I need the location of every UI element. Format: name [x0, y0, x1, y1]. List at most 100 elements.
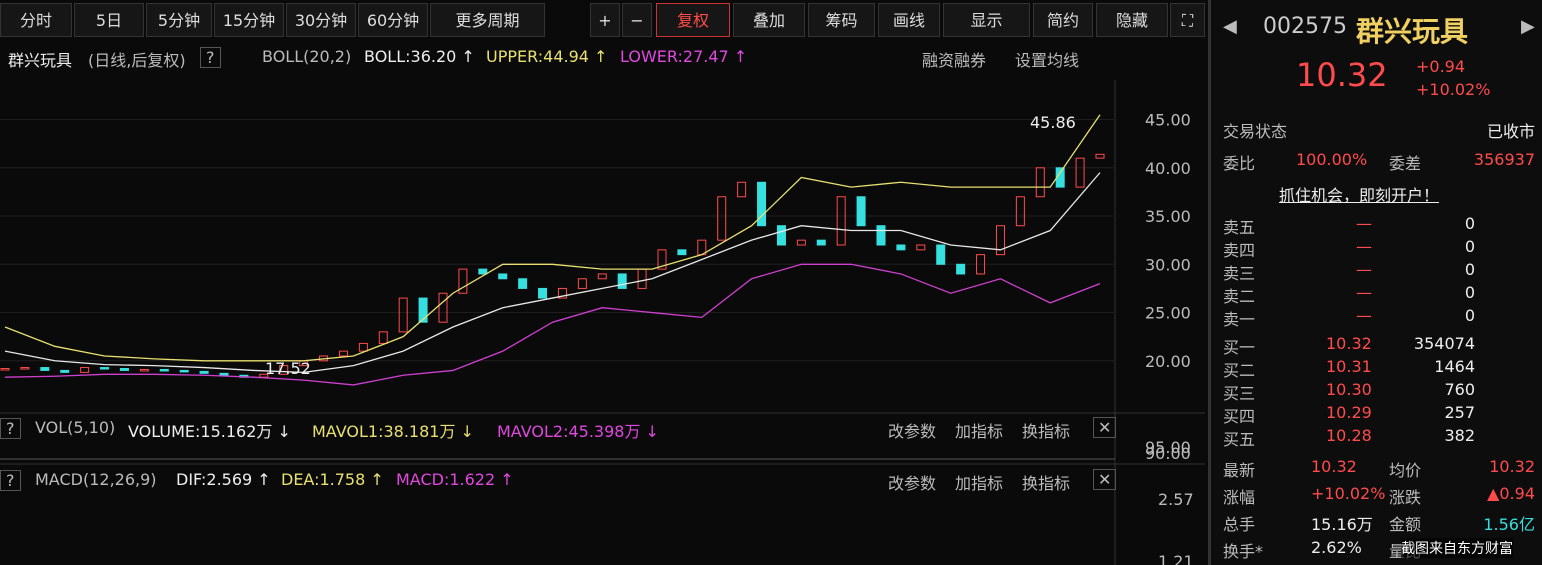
change-pct: +10.02%	[1416, 80, 1491, 99]
candle	[816, 239, 826, 246]
candle	[518, 278, 528, 289]
close-button[interactable]: ✕	[1093, 469, 1117, 490]
candle	[119, 368, 129, 371]
label: 总手	[1223, 515, 1256, 534]
tab[interactable]: 分时	[0, 3, 72, 37]
label: 卖五	[1223, 218, 1256, 237]
status: 已收市	[1486, 122, 1535, 141]
value: 15.16万	[1311, 515, 1373, 534]
label: 买三	[1223, 384, 1256, 403]
mavol2: MAVOL2:45.398万 ↓	[497, 422, 659, 441]
volume: 382	[1444, 426, 1475, 445]
y-tick-label: 45.00	[1145, 111, 1191, 130]
action[interactable]: 换指标	[1022, 422, 1071, 441]
candle	[776, 225, 786, 246]
action[interactable]: 改参数	[888, 474, 937, 493]
tab[interactable]: 15分钟	[214, 3, 284, 37]
fullscreen-button[interactable]: ⛶	[1170, 3, 1205, 37]
candle	[398, 297, 408, 333]
label: 买一	[1223, 338, 1256, 357]
button[interactable]: +	[590, 3, 620, 37]
candle	[737, 181, 747, 198]
button[interactable]: 隐藏	[1096, 3, 1168, 37]
action[interactable]: 加指标	[955, 474, 1004, 493]
stock-code: 002575	[1263, 14, 1347, 39]
volume: 0	[1464, 306, 1475, 325]
label: 金额	[1389, 515, 1422, 534]
volume: 0	[1464, 214, 1475, 233]
link[interactable]: 设置均线	[1015, 51, 1080, 70]
prev-button[interactable]: ◀	[1223, 16, 1237, 37]
price: 10.31	[1326, 357, 1372, 376]
button[interactable]: 复权	[656, 3, 730, 37]
dea: DEA:1.758 ↑	[281, 470, 384, 489]
indicator: MACD(12,26,9)	[35, 470, 157, 489]
label: 涨幅	[1223, 488, 1256, 507]
help[interactable]: ?	[0, 470, 21, 491]
tab[interactable]: 30分钟	[286, 3, 356, 37]
candle	[478, 268, 488, 275]
action[interactable]: 加指标	[955, 422, 1004, 441]
axis-label: 2.57	[1158, 490, 1194, 509]
action[interactable]: 改参数	[888, 422, 937, 441]
volume: 0	[1464, 283, 1475, 302]
candle	[358, 342, 368, 352]
price: —	[1356, 214, 1372, 233]
candle	[757, 181, 767, 227]
stock-name: 群兴玩具	[8, 51, 73, 70]
macd: MACD:1.622 ↑	[396, 470, 514, 489]
label: 买二	[1223, 361, 1256, 380]
button[interactable]: −	[622, 3, 652, 37]
button[interactable]: 叠加	[733, 3, 805, 37]
candle	[956, 263, 966, 275]
promo[interactable]: 抓住机会，即刻开户！	[1279, 186, 1440, 205]
tab[interactable]: 更多周期	[430, 3, 545, 37]
volume: 1464	[1434, 357, 1475, 376]
axis-label: 90.00	[1145, 444, 1191, 463]
tab[interactable]: 5分钟	[146, 3, 212, 37]
ratio: 100.00%	[1296, 150, 1368, 169]
button[interactable]: 显示	[943, 3, 1030, 37]
candle	[418, 297, 428, 323]
tab[interactable]: 60分钟	[358, 3, 428, 37]
price: 10.32	[1296, 56, 1388, 94]
volume: 257	[1444, 403, 1475, 422]
volume: 354074	[1413, 334, 1475, 353]
link[interactable]: 融资融券	[922, 51, 987, 70]
help[interactable]: ?	[0, 418, 21, 439]
value: 10.32	[1489, 457, 1535, 476]
candle	[936, 244, 946, 265]
upper-value: UPPER:44.94 ↑	[486, 47, 608, 66]
candle	[1035, 167, 1045, 198]
button[interactable]: 筹码	[808, 3, 875, 37]
label: 交易状态	[1223, 122, 1288, 141]
next-button[interactable]: ▶	[1521, 16, 1535, 37]
volume: 0	[1464, 237, 1475, 256]
candle	[60, 369, 70, 373]
candle	[796, 239, 806, 246]
y-tick-label: 25.00	[1145, 304, 1191, 323]
indicator: BOLL(20,2)	[262, 47, 352, 66]
price: 10.32	[1326, 334, 1372, 353]
chart: 20.00 25.00 30.00 35.00 40.00 45.00 45.86 17.52	[0, 80, 1205, 565]
button[interactable]: 画线	[878, 3, 940, 37]
button[interactable]: 简约	[1033, 3, 1093, 37]
action[interactable]: 换指标	[1022, 474, 1071, 493]
candle	[597, 273, 607, 280]
candle	[498, 273, 508, 280]
watermark: 截图来自东方财富	[1401, 538, 1513, 558]
indicator: VOL(5,10)	[35, 418, 116, 437]
price: —	[1356, 306, 1372, 325]
candle	[856, 196, 866, 227]
close-button[interactable]: ✕	[1093, 417, 1117, 438]
help[interactable]: ?	[200, 47, 221, 68]
label: 买五	[1223, 430, 1256, 449]
label: 涨跌	[1389, 488, 1422, 507]
tab[interactable]: 5日	[74, 3, 144, 37]
stock-name: 群兴玩具	[1356, 15, 1469, 48]
candle	[577, 278, 587, 289]
label: 卖四	[1223, 241, 1256, 260]
candle	[279, 365, 289, 375]
price: 10.28	[1326, 426, 1372, 445]
